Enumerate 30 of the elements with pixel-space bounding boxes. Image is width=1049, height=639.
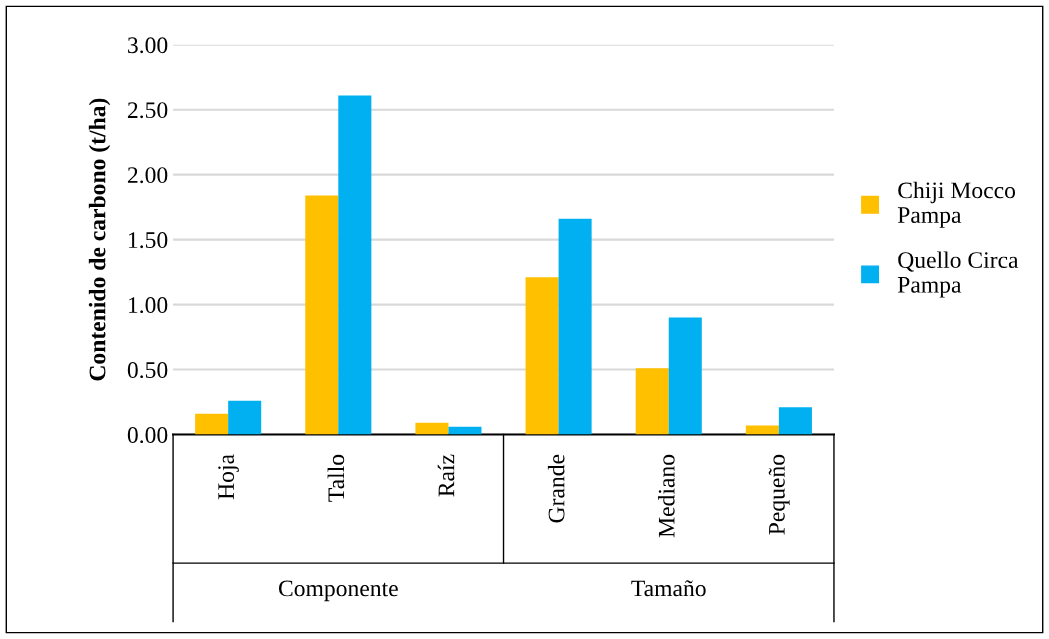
bar	[558, 218, 592, 435]
x-tick-label: Mediano	[658, 454, 675, 538]
y-tick-label: 2.50	[127, 102, 168, 119]
bar	[745, 425, 779, 435]
y-tick-label: 1.00	[128, 297, 168, 314]
x-tick-label: Pequeño	[768, 454, 790, 535]
bar	[448, 426, 482, 435]
bar	[338, 95, 372, 435]
bar	[635, 368, 669, 435]
y-axis-title: Contenido de carbono (t/ha)	[88, 98, 111, 381]
y-tick-label: 2.00	[127, 167, 168, 184]
bar	[668, 317, 702, 435]
text: Componente	[278, 580, 398, 602]
bar	[228, 400, 262, 435]
x-tick-label: Grande	[547, 454, 565, 523]
legend-label: Chiji Mocco Pampa	[897, 181, 1016, 228]
bar	[305, 195, 339, 435]
y-tick-label: 3.00	[128, 37, 168, 54]
x-tick-label: Raíz	[437, 454, 455, 497]
text: Tamaño	[631, 580, 706, 597]
x-tick-label: Tallo	[327, 454, 345, 502]
bar	[415, 422, 449, 435]
bar	[195, 413, 229, 435]
bar	[525, 277, 559, 435]
y-tick-label: 0.00	[127, 427, 168, 444]
y-tick-label: 1.50	[128, 232, 168, 249]
legend-label: Quello Circa Pampa	[897, 251, 1019, 298]
x-tick-label: Hoja	[218, 454, 239, 500]
y-tick-label: 0.50	[127, 362, 168, 379]
bar	[778, 407, 812, 435]
